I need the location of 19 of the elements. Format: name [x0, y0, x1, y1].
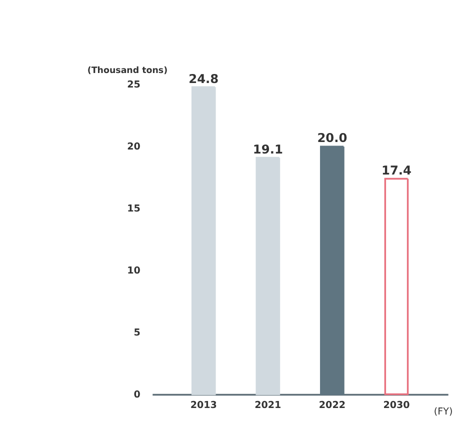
x-tick-label: 2030	[383, 400, 410, 411]
data-label: 24.8	[188, 72, 219, 86]
bar	[256, 156, 280, 396]
data-label: 20.0	[317, 131, 348, 146]
y-axis-title: (Thousand tons)	[87, 66, 168, 76]
bar	[384, 178, 409, 396]
y-tick-label: 5	[134, 327, 140, 338]
data-label: 17.4	[381, 163, 412, 178]
bar	[191, 86, 216, 396]
x-tick-label: 2022	[318, 400, 346, 411]
x-tick-label: 2021	[254, 400, 282, 411]
x-axis-title: (FY)	[434, 406, 453, 418]
y-tick-label: 0	[134, 389, 141, 400]
data-label: 19.1	[252, 142, 283, 156]
y-tick-label: 15	[127, 204, 140, 215]
y-tick-label: 25	[127, 80, 140, 91]
x-tick-label: 2013	[190, 400, 217, 411]
y-tick-label: 10	[127, 265, 141, 276]
y-tick-label: 20	[127, 142, 141, 153]
